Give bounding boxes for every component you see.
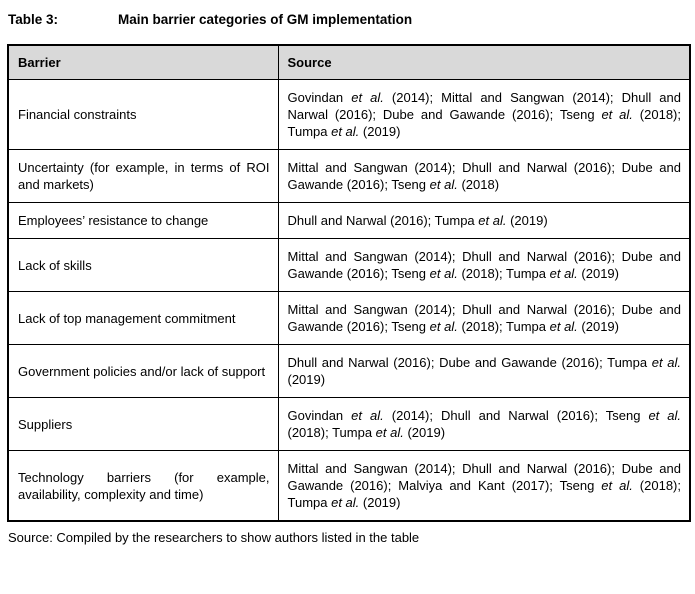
citation-text: Govindan — [287, 90, 352, 105]
table-row: Technology barriers (for example, availa… — [7, 450, 691, 522]
table-row: Uncertainty (for example, in terms of RO… — [7, 149, 691, 203]
column-header-barrier: Barrier — [7, 44, 279, 80]
citation-text: (2019) — [506, 213, 548, 228]
barrier-cell: Uncertainty (for example, in terms of RO… — [7, 149, 279, 203]
table-body: Financial constraints Govindan et al. (20… — [7, 79, 691, 522]
citation-text: Dhull and Narwal (2016); Dube and Gawand… — [287, 355, 652, 370]
citation-et-al: et al. — [549, 319, 578, 334]
table-row: Lack of top management commitment Mittal … — [7, 291, 691, 345]
citation-text: Mittal and Sangwan (2014); Dhull and Nar… — [287, 302, 682, 334]
citation-text: Govindan — [287, 408, 352, 423]
table-row: Government policies and/or lack of suppo… — [7, 344, 691, 398]
barrier-cell: Government policies and/or lack of suppo… — [7, 344, 279, 398]
table-header: Barrier Source — [7, 44, 691, 80]
table-row: Employees’ resistance to change Dhull and… — [7, 202, 691, 239]
citation-et-al: et al. — [331, 495, 360, 510]
barrier-cell: Technology barriers (for example, availa… — [7, 450, 279, 522]
source-cell: Mittal and Sangwan (2014); Dhull and Nar… — [277, 291, 691, 345]
document-page: Table 3: Main barrier categories of GM im… — [7, 12, 691, 545]
citation-et-al: et al. — [375, 425, 404, 440]
barrier-cell: Financial constraints — [7, 79, 279, 150]
citation-text: (2019) — [577, 319, 619, 334]
citation-text: (2018); Tumpa — [287, 107, 682, 139]
citation-et-al: et al. — [651, 355, 681, 370]
citation-text: (2018); Tumpa — [287, 425, 376, 440]
citation-text: (2019) — [359, 124, 401, 139]
source-cell: Dhull and Narwal (2016); Tumpa et al. (2… — [277, 202, 691, 239]
citation-text: Mittal and Sangwan (2014); Dhull and Nar… — [287, 249, 682, 281]
column-header-source: Source — [277, 44, 691, 80]
citation-text: (2018); Tumpa — [457, 319, 550, 334]
citation-text: (2018); Tumpa — [457, 266, 550, 281]
citation-et-al: et al. — [351, 408, 384, 423]
citation-et-al: et al. — [478, 213, 507, 228]
citation-text: (2014); Dhull and Narwal (2016); Tseng — [383, 408, 649, 423]
citation-et-al: et al. — [351, 90, 384, 105]
header-row: Barrier Source — [7, 44, 691, 80]
citation-text: (2019) — [359, 495, 401, 510]
source-cell: Govindan et al. (2014); Dhull and Narwal… — [277, 397, 691, 451]
citation-et-al: et al. — [429, 319, 458, 334]
source-cell: Dhull and Narwal (2016); Dube and Gawand… — [277, 344, 691, 398]
citation-text: Mittal and Sangwan (2014); Dhull and Nar… — [287, 160, 682, 192]
citation-et-al: et al. — [429, 266, 458, 281]
table-caption-text: Main barrier categories of GM implementa… — [118, 12, 413, 27]
source-cell: Mittal and Sangwan (2014); Dhull and Nar… — [277, 238, 691, 292]
table-row: Financial constraints Govindan et al. (20… — [7, 79, 691, 150]
citation-et-al: et al. — [648, 408, 682, 423]
citation-et-al: et al. — [601, 107, 633, 122]
citation-et-al: et al. — [331, 124, 360, 139]
barrier-cell: Employees’ resistance to change — [7, 202, 279, 239]
table-caption: Table 3: Main barrier categories of GM im… — [8, 12, 689, 27]
barrier-cell: Suppliers — [7, 397, 279, 451]
citation-text: (2019) — [287, 372, 326, 387]
barriers-table: Barrier Source Financial constraints Govi… — [7, 44, 691, 522]
citation-text: Dhull and Narwal (2016); Tumpa — [287, 213, 479, 228]
citation-et-al: et al. — [549, 266, 578, 281]
barrier-cell: Lack of skills — [7, 238, 279, 292]
table-row: Suppliers Govindan et al. (2014); Dhull a… — [7, 397, 691, 451]
source-cell: Mittal and Sangwan (2014); Dhull and Nar… — [277, 450, 691, 522]
citation-et-al: et al. — [429, 177, 458, 192]
citation-et-al: et al. — [601, 478, 633, 493]
citation-text: Mittal and Sangwan (2014); Dhull and Nar… — [287, 461, 682, 493]
barrier-cell: Lack of top management commitment — [7, 291, 279, 345]
citation-text: (2018); Tumpa — [287, 478, 682, 510]
table-caption-label: Table 3: — [8, 12, 59, 27]
citation-text: (2018) — [457, 177, 500, 192]
table-row: Lack of skills Mittal and Sangwan (2014);… — [7, 238, 691, 292]
citation-text: (2019) — [577, 266, 619, 281]
citation-text: (2014); Mittal and Sangwan (2014); Dhull… — [287, 90, 682, 122]
source-note: Source: Compiled by the researchers to s… — [8, 530, 420, 545]
citation-text: (2019) — [403, 425, 446, 440]
source-cell: Mittal and Sangwan (2014); Dhull and Nar… — [277, 149, 691, 203]
source-cell: Govindan et al. (2014); Mittal and Sangw… — [277, 79, 691, 150]
